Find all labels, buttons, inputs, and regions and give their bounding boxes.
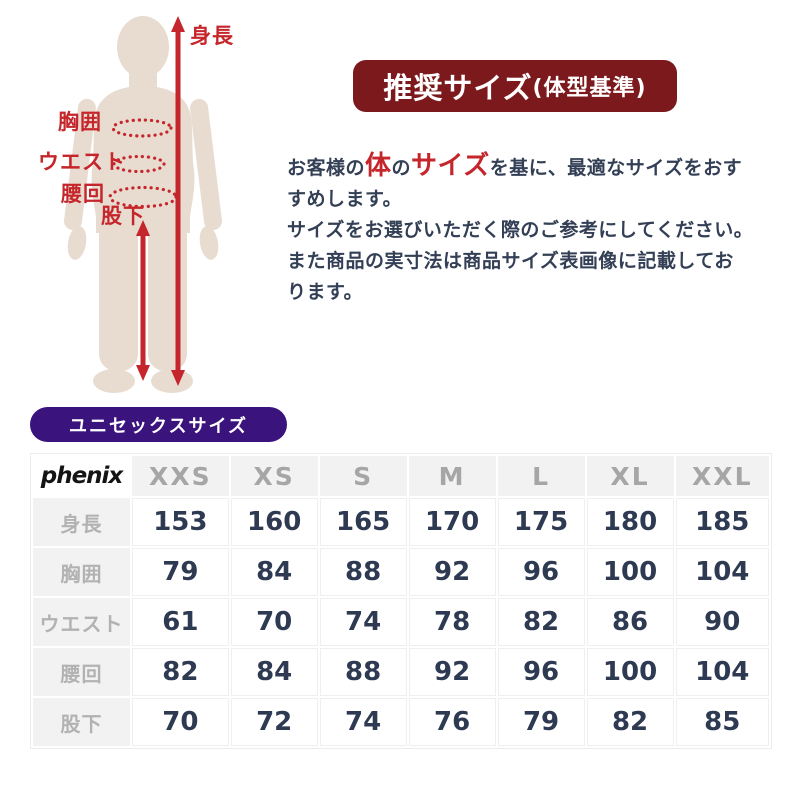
row-label: ウエスト (33, 598, 130, 646)
height-label: 身長 (190, 24, 234, 48)
row-label: 胸囲 (33, 548, 130, 596)
body-measurement-diagram: 身長 胸囲 ウエスト 腰回 股下 (0, 0, 290, 400)
col-header-l: L (497, 456, 585, 496)
cell-value: 84 (230, 548, 318, 596)
waist-label: ウエスト (38, 150, 126, 174)
cell-value: 104 (675, 648, 769, 696)
unisex-size-badge: ユニセックスサイズ (30, 407, 287, 442)
size-table-header-row: phenix XXS XS S M L XL XXL (33, 456, 769, 496)
inseam-arrow (136, 220, 150, 381)
chest-label: 胸囲 (58, 110, 102, 134)
cell-value: 79 (497, 698, 585, 746)
cell-value: 92 (408, 548, 496, 596)
body-diagram-svg (64, 16, 222, 393)
col-header-xxs: XXS (132, 456, 229, 496)
col-header-m: M (408, 456, 496, 496)
description-line: ります。 (287, 281, 364, 303)
phenix-logo: phenix (33, 456, 130, 496)
row-label: 身長 (33, 498, 130, 546)
col-header-s: S (319, 456, 407, 496)
size-table-container: phenix XXS XS S M L XL XXL 身長 153 160 16… (30, 453, 772, 749)
cell-value: 70 (230, 598, 318, 646)
cell-value: 165 (319, 498, 407, 546)
recommended-size-title-badge: 推奨サイズ (体型基準) (353, 60, 677, 112)
description-line: サイズをお選びいただく際のご参考にしてください。 (287, 219, 754, 241)
cell-value: 86 (586, 598, 674, 646)
cell-value: 82 (586, 698, 674, 746)
cell-value: 79 (132, 548, 229, 596)
description-text: を基に、最適なサイズをおす (489, 157, 743, 179)
description-text: お客様の (287, 157, 366, 179)
table-row-chest: 胸囲 79 84 88 92 96 100 104 (33, 548, 769, 596)
description-text: の (391, 157, 412, 179)
cell-value: 84 (230, 648, 318, 696)
table-row-height: 身長 153 160 165 170 175 180 185 (33, 498, 769, 546)
inseam-label: 股下 (101, 204, 145, 228)
title-main: 推奨サイズ (383, 71, 533, 105)
cell-value: 100 (586, 548, 674, 596)
size-description: お客様の体のサイズを基に、最適なサイズをおす すめします。 サイズをお選びいただ… (287, 151, 800, 308)
cell-value: 100 (586, 648, 674, 696)
cell-value: 92 (408, 648, 496, 696)
cell-value: 74 (319, 598, 407, 646)
col-header-xxl: XXL (675, 456, 769, 496)
cell-value: 85 (675, 698, 769, 746)
table-row-inseam: 股下 70 72 74 76 79 82 85 (33, 698, 769, 746)
cell-value: 180 (586, 498, 674, 546)
description-line: すめします。 (287, 188, 403, 210)
cell-value: 61 (132, 598, 229, 646)
cell-value: 160 (230, 498, 318, 546)
cell-value: 88 (319, 548, 407, 596)
height-arrow (171, 16, 185, 386)
cell-value: 104 (675, 548, 769, 596)
table-row-hip: 腰回 82 84 88 92 96 100 104 (33, 648, 769, 696)
title-sub: (体型基準) (532, 76, 647, 101)
col-header-xs: XS (230, 456, 318, 496)
description-emphasis-size: サイズ (411, 151, 490, 181)
description-emphasis-body: 体 (365, 151, 392, 181)
cell-value: 70 (132, 698, 229, 746)
cell-value: 96 (497, 648, 585, 696)
cell-value: 170 (408, 498, 496, 546)
col-header-xl: XL (586, 456, 674, 496)
size-table: phenix XXS XS S M L XL XXL 身長 153 160 16… (31, 454, 771, 748)
row-label: 腰回 (33, 648, 130, 696)
row-label: 股下 (33, 698, 130, 746)
hip-label: 腰回 (61, 182, 105, 206)
cell-value: 74 (319, 698, 407, 746)
description-line: お客様の体のサイズを基に、最適なサイズをおす (287, 151, 800, 184)
chest-measure-ellipse (111, 118, 173, 138)
table-row-waist: ウエスト 61 70 74 78 82 86 90 (33, 598, 769, 646)
description-line: また商品の実寸法は商品サイズ表画像に記載してお (287, 250, 734, 272)
cell-value: 90 (675, 598, 769, 646)
cell-value: 175 (497, 498, 585, 546)
cell-value: 72 (230, 698, 318, 746)
cell-value: 76 (408, 698, 496, 746)
waist-measure-ellipse (112, 154, 166, 174)
cell-value: 96 (497, 548, 585, 596)
cell-value: 185 (675, 498, 769, 546)
cell-value: 78 (408, 598, 496, 646)
cell-value: 153 (132, 498, 229, 546)
cell-value: 88 (319, 648, 407, 696)
cell-value: 82 (497, 598, 585, 646)
cell-value: 82 (132, 648, 229, 696)
